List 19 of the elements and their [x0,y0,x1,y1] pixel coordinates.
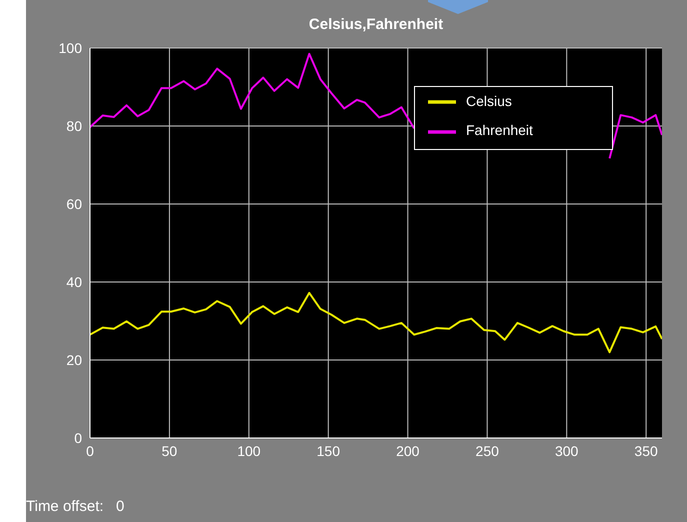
y-tick-label: 0 [74,430,82,446]
chart-title: Celsius,Fahrenheit [308,16,444,33]
x-tick-label: 50 [162,442,178,459]
text: Time offset: 0 [26,498,124,515]
y-tick-label: 60 [66,196,82,212]
x-tick-label: 300 [554,442,579,459]
x-tick-label: 350 [634,442,658,459]
y-tick-label: 20 [66,352,82,368]
y-tick-label: 100 [58,40,82,56]
x-tick-label: 100 [237,442,261,459]
series-label: Fahrenheit [466,122,533,138]
line-series [90,292,662,354]
x-tick-label: 200 [396,442,420,459]
x-tick-label: 150 [316,442,340,459]
x-tick-label: 0 [86,442,94,459]
y-tick-label: 40 [66,274,82,290]
x-tick-label: 250 [476,442,500,459]
legend-label: Celsius [466,93,512,109]
y-tick-label: 80 [66,118,82,134]
